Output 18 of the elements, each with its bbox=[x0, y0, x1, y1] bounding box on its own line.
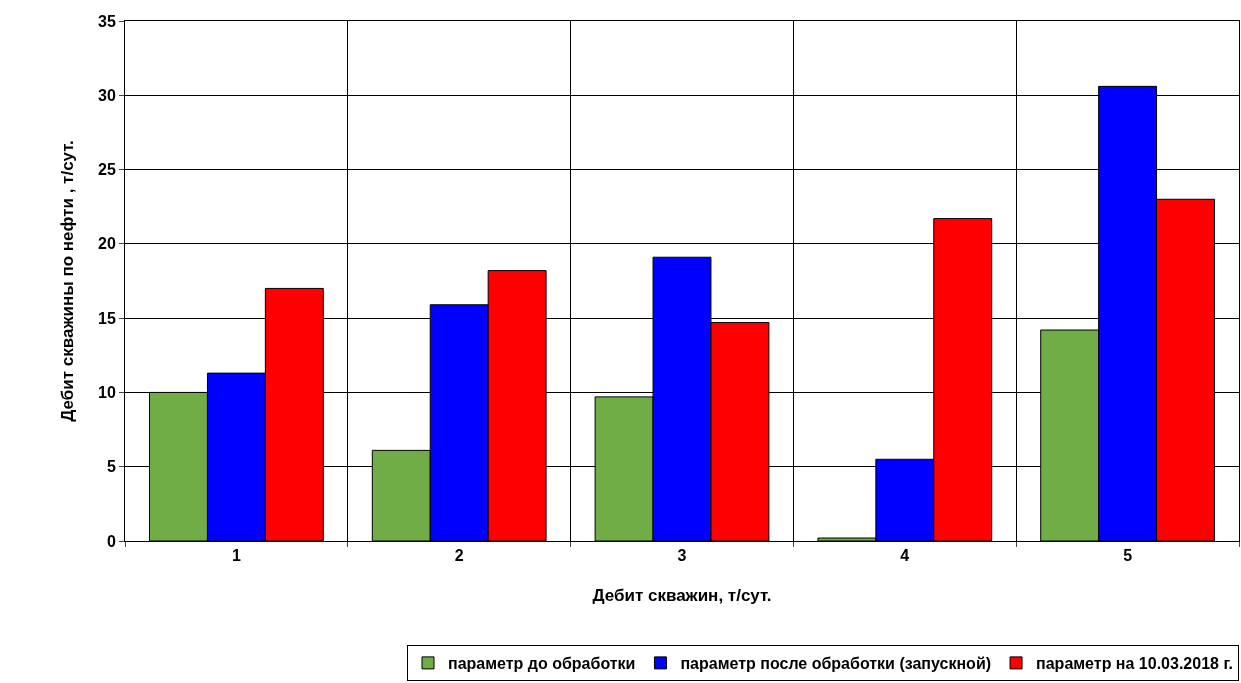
y-tick-label: 30 bbox=[98, 86, 116, 104]
x-tick-label: 1 bbox=[231, 547, 241, 565]
y-tick-label: 25 bbox=[98, 161, 116, 179]
legend-label: параметр после обработки (запускной) bbox=[680, 655, 992, 673]
x-axis-title: Дебит скважин, т/сут. bbox=[592, 585, 772, 605]
x-tick-label: 5 bbox=[1123, 547, 1133, 565]
x-tick-label: 2 bbox=[454, 547, 464, 565]
legend-label: параметр до обработки bbox=[448, 655, 636, 673]
y-tick-label: 35 bbox=[98, 12, 116, 30]
x-tick-label: 4 bbox=[900, 547, 910, 565]
y-tick-label: 10 bbox=[98, 384, 116, 402]
x-tick-label: 3 bbox=[677, 547, 687, 565]
y-tick-label: 5 bbox=[106, 458, 116, 476]
y-tick-label: 20 bbox=[98, 235, 116, 253]
y-axis-title: Дебит скважины по нефти , т/сут. bbox=[57, 140, 77, 422]
legend-label: параметр на 10.03.2018 г. bbox=[1036, 655, 1233, 673]
y-tick-label: 15 bbox=[98, 309, 116, 327]
y-tick-label: 0 bbox=[106, 532, 116, 550]
